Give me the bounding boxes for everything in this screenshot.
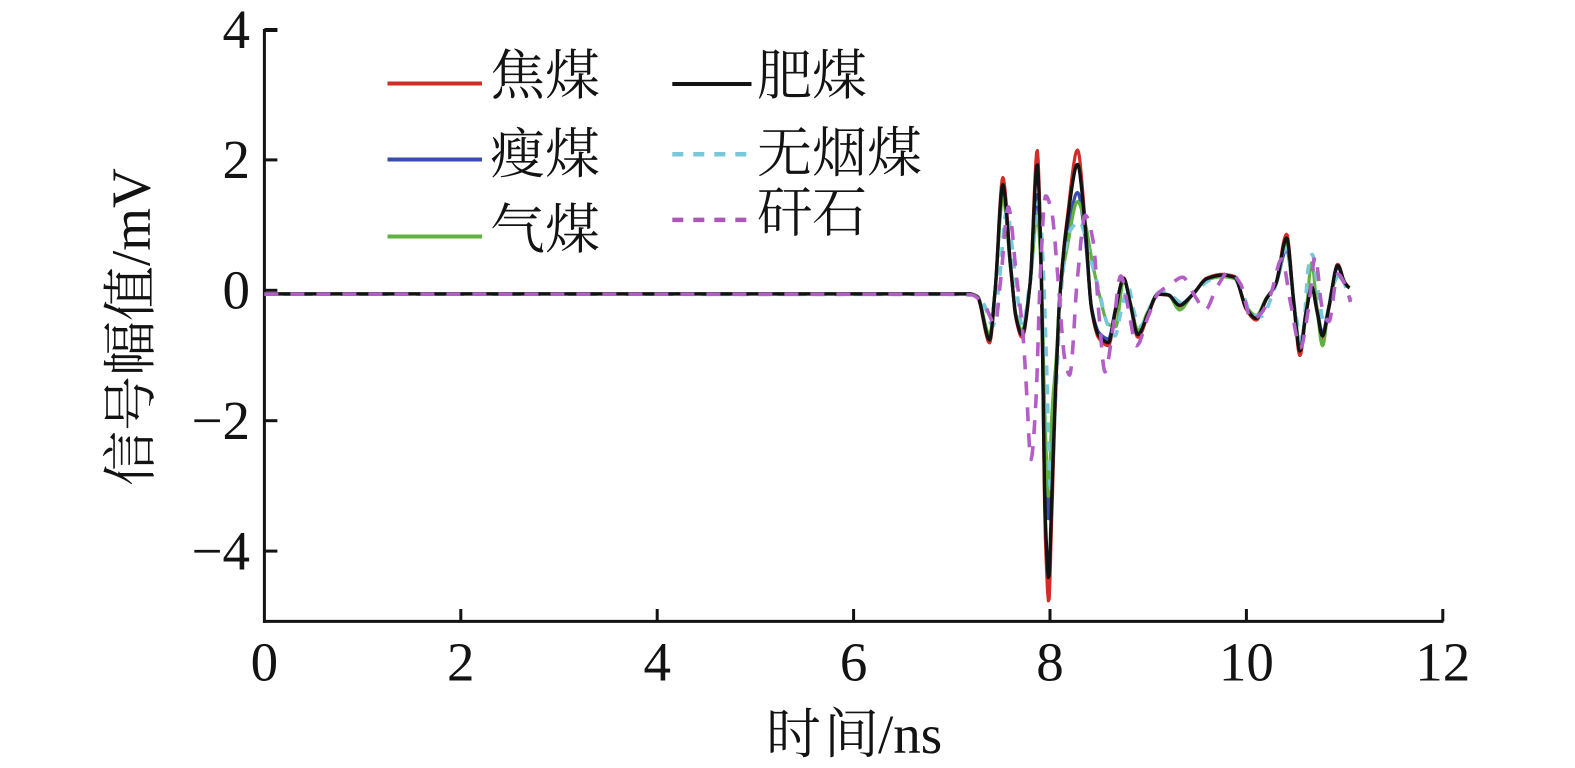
svg-text:8: 8 [1036,632,1064,693]
svg-text:2: 2 [447,632,475,693]
svg-text:10: 10 [1219,632,1274,693]
svg-text:4: 4 [643,632,671,693]
svg-text:6: 6 [840,632,868,693]
svg-text:4: 4 [223,0,251,60]
svg-text:−4: −4 [191,520,250,581]
svg-text:/ns: /ns [878,704,942,765]
svg-text:/mV: /mV [101,168,162,266]
svg-text:2: 2 [223,129,251,190]
svg-text:0: 0 [251,632,279,693]
svg-text:0: 0 [223,260,251,321]
svg-text:−2: −2 [191,390,250,451]
svg-text:12: 12 [1415,632,1470,693]
